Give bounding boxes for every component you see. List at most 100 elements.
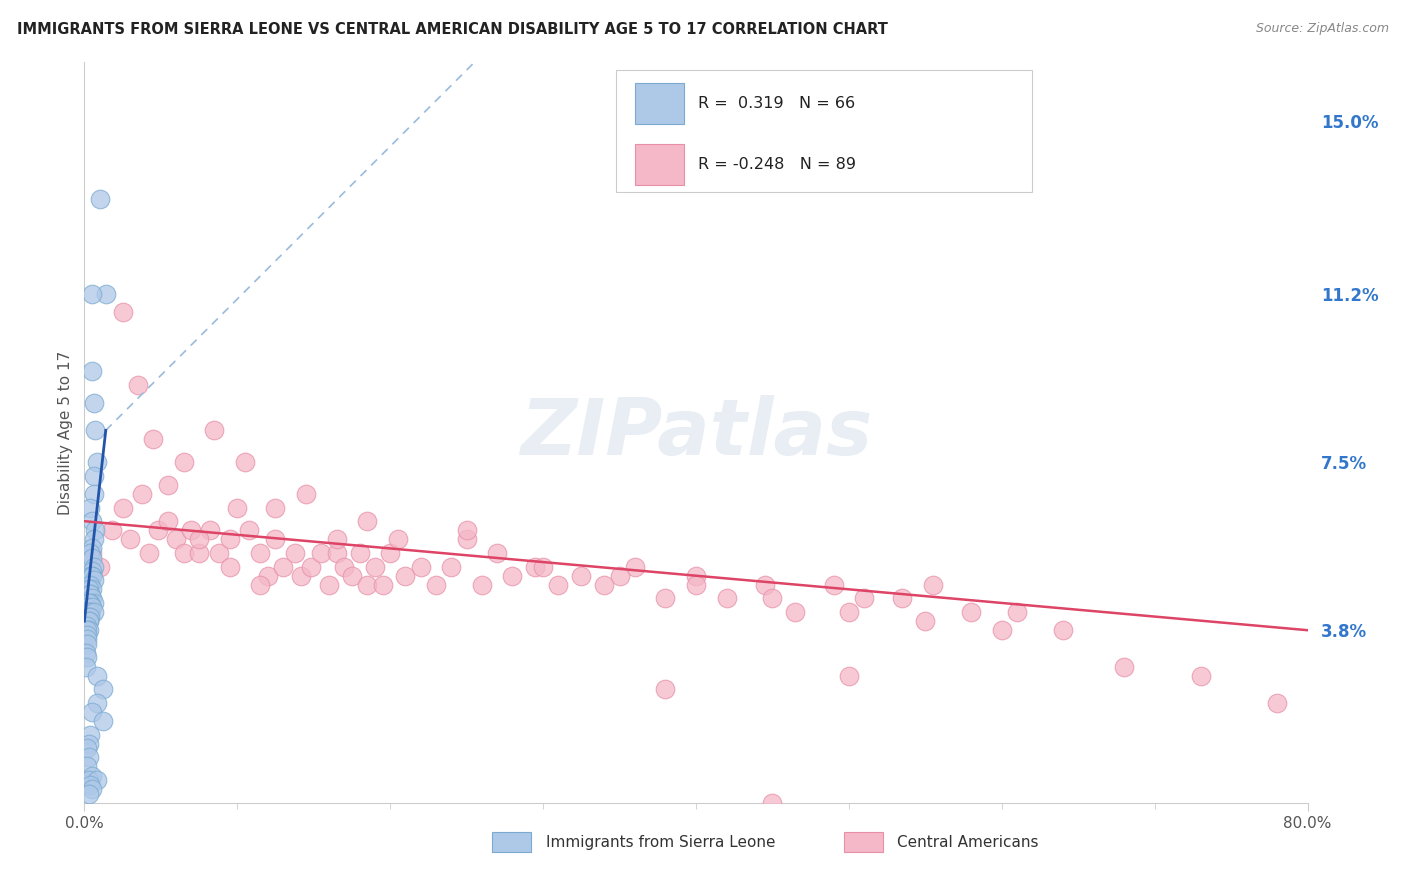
Point [80,364,103,378]
Point [531,559,554,574]
Point [111,305,134,319]
Point [83,487,105,501]
Point [188,533,211,547]
Point [80,541,103,556]
Point [80,600,103,615]
Point [80,564,103,578]
Point [1052,624,1074,638]
Point [86,455,108,469]
Point [91,714,114,728]
Point [761,796,783,810]
Point [84,423,107,437]
Point [823,578,845,592]
Point [891,591,914,606]
Point [127,378,149,392]
Point [456,533,478,547]
Point [318,578,340,592]
Point [238,523,260,537]
Point [80,287,103,301]
Point [79,778,101,792]
Y-axis label: Disability Age 5 to 17: Disability Age 5 to 17 [58,351,73,515]
Point [83,596,105,610]
Point [754,578,776,592]
Point [349,546,371,560]
Point [86,696,108,710]
Point [299,559,322,574]
Point [84,523,107,537]
Point [76,650,98,665]
Point [340,568,363,582]
Point [502,568,524,582]
Point [79,587,101,601]
Point [409,559,432,574]
Point [76,600,98,615]
Point [394,568,416,582]
Point [89,559,111,574]
Bar [636,145,683,185]
Point [80,568,103,582]
Point [188,546,211,560]
Point [80,568,103,582]
Point [91,682,114,697]
Point [80,705,103,719]
Point [593,578,616,592]
Point [218,559,240,574]
Point [165,533,187,547]
Point [716,591,738,606]
Point [838,605,860,619]
Point [83,573,105,587]
Point [654,591,676,606]
Point [922,578,945,592]
Point [111,500,134,515]
FancyBboxPatch shape [616,70,1032,192]
Point [853,591,876,606]
Point [77,787,100,801]
Point [249,546,271,560]
Point [77,614,100,628]
Text: R =  0.319   N = 66: R = 0.319 N = 66 [699,96,855,111]
Point [75,659,97,673]
Point [173,546,195,560]
Point [1114,659,1136,673]
Point [83,468,105,483]
Point [371,578,394,592]
Text: Immigrants from Sierra Leone: Immigrants from Sierra Leone [546,835,775,849]
Point [624,559,647,574]
Point [387,533,409,547]
Point [77,605,100,619]
Point [76,632,98,647]
Point [198,523,221,537]
Point [380,546,402,560]
Point [101,523,124,537]
Point [1189,668,1212,682]
Point [83,396,105,410]
Point [440,559,463,574]
Point [80,782,103,797]
Point [77,773,100,788]
Text: Source: ZipAtlas.com: Source: ZipAtlas.com [1256,22,1389,36]
Point [76,637,98,651]
Point [569,568,592,582]
Point [761,591,783,606]
Point [486,546,509,560]
Point [86,668,108,682]
Point [94,287,117,301]
Point [524,559,547,574]
Point [80,591,103,606]
Point [456,523,478,537]
Point [80,550,103,565]
Text: Central Americans: Central Americans [897,835,1039,849]
Point [290,568,312,582]
Point [77,609,100,624]
Point [79,605,101,619]
Point [79,578,101,592]
Point [218,533,240,547]
Point [79,728,101,742]
Point [80,546,103,560]
Point [325,546,347,560]
Point [76,759,98,773]
Point [1005,605,1028,619]
Text: IMMIGRANTS FROM SIERRA LEONE VS CENTRAL AMERICAN DISABILITY AGE 5 TO 17 CORRELAT: IMMIGRANTS FROM SIERRA LEONE VS CENTRAL … [17,22,887,37]
Point [79,500,101,515]
Text: R = -0.248   N = 89: R = -0.248 N = 89 [699,157,856,172]
